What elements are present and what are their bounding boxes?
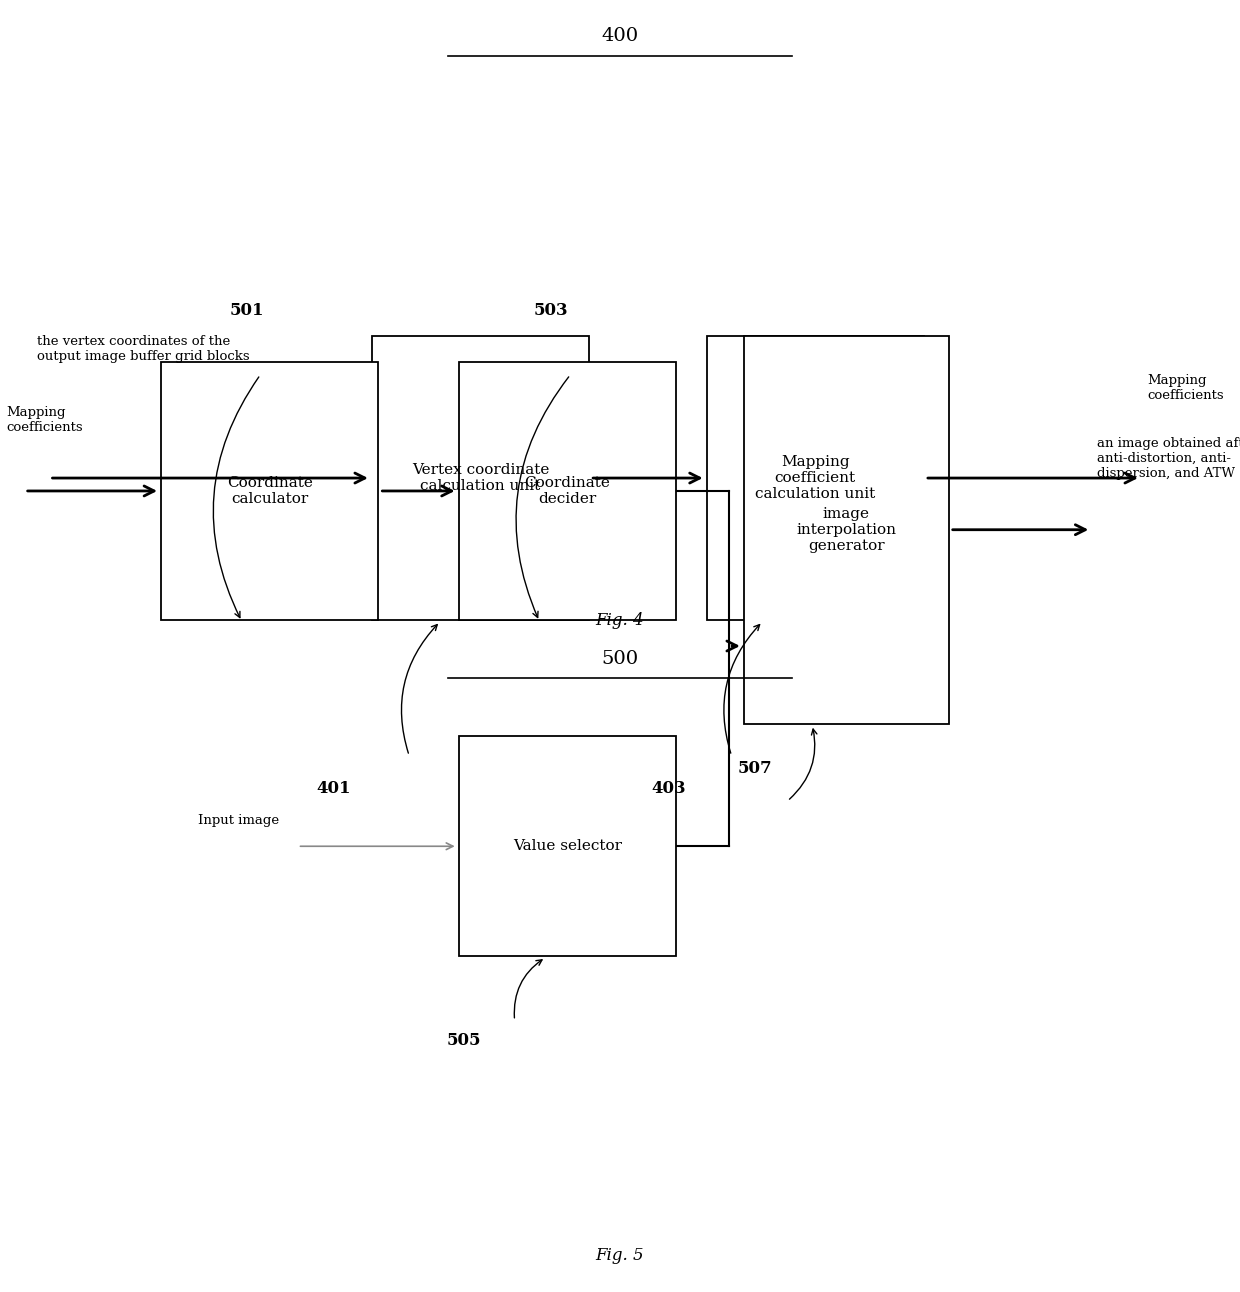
Text: the vertex coordinates of the
output image buffer grid blocks: the vertex coordinates of the output ima… (37, 335, 249, 363)
Text: 503: 503 (533, 301, 568, 319)
Text: Mapping
coefficients: Mapping coefficients (6, 406, 83, 434)
Text: an image obtained after
anti-distortion, anti-
dispersion, and ATW: an image obtained after anti-distortion,… (1097, 437, 1240, 481)
Bar (372, 336, 589, 620)
Text: 500: 500 (601, 650, 639, 668)
Text: Fig. 4: Fig. 4 (595, 611, 645, 629)
Text: 401: 401 (316, 779, 351, 797)
Text: 505: 505 (446, 1031, 481, 1049)
Bar (744, 336, 949, 724)
Text: 507: 507 (738, 760, 773, 778)
Bar (459, 736, 676, 956)
Bar (459, 362, 676, 620)
Text: Fig. 5: Fig. 5 (595, 1247, 645, 1265)
Text: Vertex coordinate
calculation unit: Vertex coordinate calculation unit (412, 463, 549, 494)
Text: Coordinate
calculator: Coordinate calculator (227, 475, 312, 506)
Text: Mapping
coefficients: Mapping coefficients (1147, 373, 1224, 402)
Text: Coordinate
decider: Coordinate decider (525, 475, 610, 506)
Text: Mapping
coefficient
calculation unit: Mapping coefficient calculation unit (755, 455, 875, 501)
Text: Input image: Input image (198, 814, 279, 827)
Text: 400: 400 (601, 27, 639, 45)
Text: 403: 403 (651, 779, 686, 797)
Bar (161, 362, 378, 620)
Bar (707, 336, 924, 620)
Text: image
interpolation
generator: image interpolation generator (796, 506, 897, 553)
Text: 501: 501 (229, 301, 264, 319)
Text: Value selector: Value selector (513, 840, 621, 853)
